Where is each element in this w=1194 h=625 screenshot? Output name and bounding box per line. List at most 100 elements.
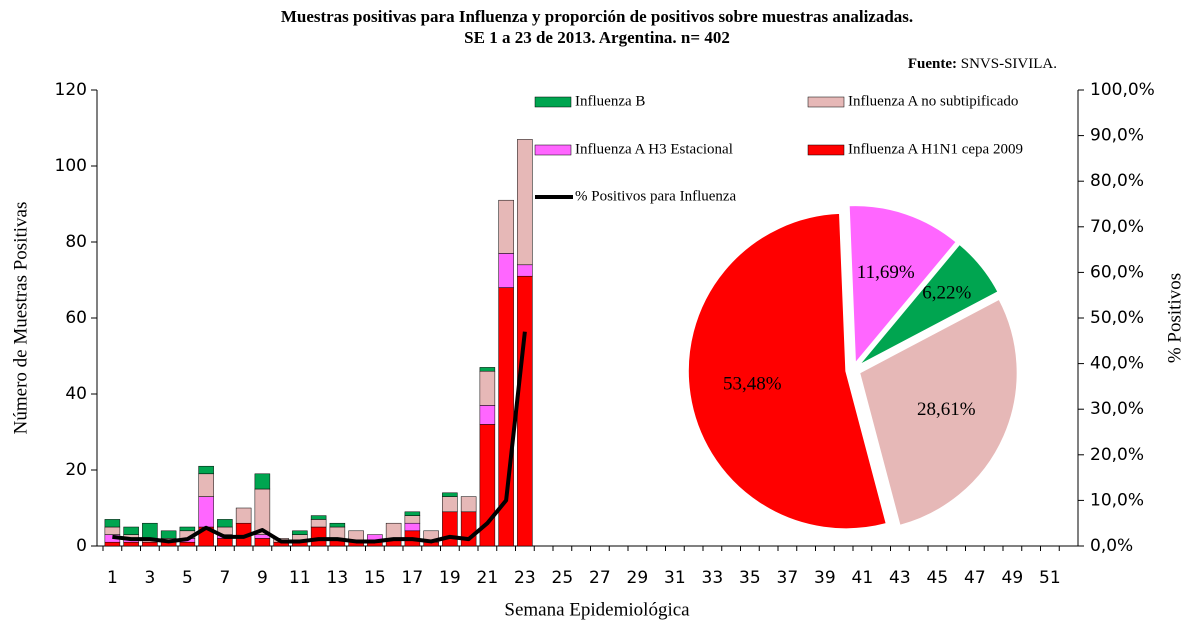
y2-tick-label: 10,0% [1090, 490, 1144, 510]
x-tick-label: 45 [927, 568, 949, 588]
legend-swatch [807, 96, 845, 108]
bar [198, 496, 214, 528]
y2-tick-label: 90,0% [1090, 126, 1144, 146]
bar [404, 515, 421, 524]
x-tick-label: 19 [439, 568, 461, 588]
y2-tick-label: 60,0% [1090, 262, 1144, 282]
pie-label: 28,61% [917, 399, 976, 420]
bar [442, 511, 458, 547]
pie-label: 6,22% [922, 282, 971, 303]
y-tick-label: 40 [65, 384, 87, 404]
bar [310, 526, 327, 547]
source: Fuente: SNVS-SIVILA. [908, 56, 1057, 72]
bar [142, 522, 158, 539]
bar [310, 519, 327, 528]
x-tick-label: 11 [289, 568, 311, 588]
bar [142, 541, 158, 547]
bar [517, 139, 533, 266]
bar [517, 275, 533, 547]
x-tick-label: 41 [852, 568, 874, 588]
x-tick-label: 51 [1039, 568, 1061, 588]
bar [479, 405, 496, 425]
x-tick-label: 39 [814, 568, 836, 588]
bar [404, 511, 421, 516]
bar [123, 526, 139, 535]
y-tick-label: 20 [65, 460, 87, 480]
bar [198, 465, 214, 475]
bar [179, 541, 196, 547]
pie-label: 11,69% [857, 262, 915, 283]
x-tick-label: 3 [144, 568, 155, 588]
legend-label: % Positivos para Influenza [575, 188, 737, 204]
bar [460, 496, 477, 513]
y-tick-label: 0 [76, 536, 87, 556]
source-label: Fuente: [908, 56, 957, 72]
x-tick-label: 17 [402, 568, 424, 588]
line [112, 331, 527, 544]
legend-swatch [807, 144, 845, 156]
x-tick-label: 31 [664, 568, 686, 588]
pie-slice [858, 298, 1019, 527]
bar [104, 541, 121, 547]
bar [198, 473, 214, 497]
legend-swatch [534, 96, 572, 108]
y-tick-label: 120 [55, 80, 87, 100]
legend-label: Influenza A no subtipificado [848, 93, 1018, 109]
x-tick-label: 13 [327, 568, 349, 588]
y2-tick-label: 20,0% [1090, 445, 1144, 465]
y-tick-label: 60 [65, 308, 87, 328]
bar [254, 473, 271, 490]
bar [104, 519, 121, 528]
y-axis-label: Número de Muestras Positivas [10, 202, 31, 435]
legend-label: Influenza A H1N1 cepa 2009 [848, 141, 1023, 157]
bar [442, 496, 458, 513]
source-text: SNVS-SIVILA. [961, 56, 1057, 72]
bar [498, 253, 514, 288]
bar [254, 538, 271, 547]
bar [217, 519, 233, 528]
bar [517, 264, 533, 277]
x-tick-label: 25 [552, 568, 574, 588]
y2-tick-label: 30,0% [1090, 399, 1144, 419]
y2-tick-label: 40,0% [1090, 354, 1144, 374]
y2-tick-label: 50,0% [1090, 308, 1144, 328]
x-tick-label: 21 [477, 568, 499, 588]
bar [442, 492, 458, 497]
x-tick-label: 33 [702, 568, 724, 588]
x-tick-label: 15 [364, 568, 386, 588]
bar [498, 199, 514, 254]
x-tick-label: 43 [889, 568, 911, 588]
y2-tick-label: 70,0% [1090, 217, 1144, 237]
y2-tick-label: 100,0% [1090, 80, 1155, 100]
bar [404, 522, 421, 532]
pie-slice [857, 243, 1000, 367]
bar [329, 526, 346, 539]
x-tick-label: 49 [1002, 568, 1024, 588]
bar [235, 507, 252, 524]
bar [479, 370, 496, 406]
bar [160, 530, 177, 539]
x-tick-label: 7 [219, 568, 230, 588]
pie-slice [687, 212, 888, 530]
bar [123, 541, 139, 547]
bar [179, 526, 196, 532]
x-tick-label: 35 [739, 568, 761, 588]
x-tick-label: 5 [182, 568, 193, 588]
legend-label: Influenza B [575, 93, 645, 109]
bar [254, 488, 271, 535]
x-axis-label: Semana Epidemiológica [504, 599, 690, 620]
legend-label: Influenza A H3 Estacional [575, 141, 733, 157]
bar [479, 367, 496, 372]
y-tick-label: 100 [55, 156, 87, 176]
pie-label: 53,48% [723, 374, 782, 395]
y2-tick-label: 0,0% [1090, 536, 1133, 556]
bar [310, 515, 327, 520]
y2-axis-label: % Positivos [1164, 273, 1185, 363]
x-tick-label: 9 [257, 568, 268, 588]
chart-title: SE 1 a 23 de 2013. Argentina. n= 402 [464, 28, 730, 47]
bar [104, 526, 121, 535]
x-tick-label: 29 [627, 568, 649, 588]
bar [385, 522, 402, 539]
x-tick-label: 37 [777, 568, 799, 588]
